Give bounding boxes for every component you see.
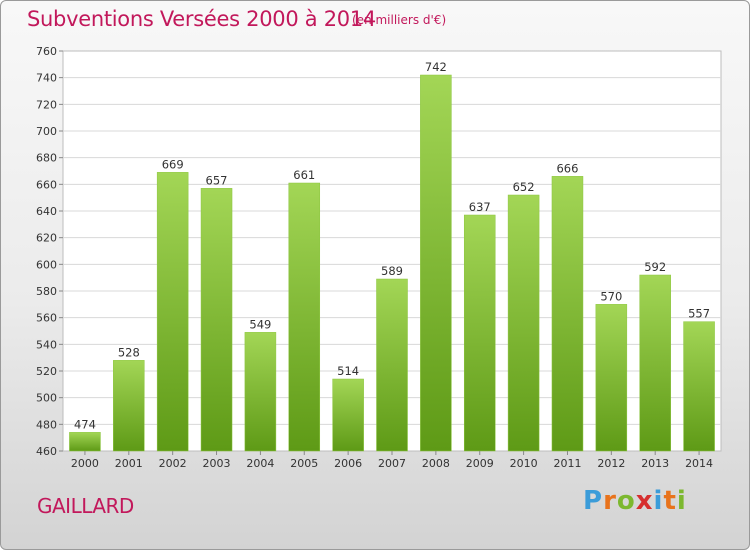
data-label: 514 bbox=[337, 364, 359, 378]
y-tick-label: 560 bbox=[36, 312, 57, 325]
bar bbox=[376, 278, 408, 452]
bar bbox=[113, 360, 145, 452]
y-tick-label: 480 bbox=[36, 418, 57, 431]
x-tick-label: 2010 bbox=[510, 457, 538, 470]
data-labels: 474 528 669 657 549 661 514 589 742 637 652 666 570 5… bbox=[74, 60, 710, 431]
x-tick-label: 2003 bbox=[203, 457, 231, 470]
data-label: 549 bbox=[249, 317, 271, 331]
y-tick-label: 720 bbox=[36, 98, 57, 111]
logo-letter: t bbox=[663, 486, 677, 516]
data-label: 589 bbox=[381, 264, 403, 278]
y-tick-label: 740 bbox=[36, 72, 57, 85]
data-label: 528 bbox=[118, 345, 140, 359]
data-label: 666 bbox=[556, 161, 578, 175]
y-tick-label: 540 bbox=[36, 338, 57, 351]
x-tick-label: 2014 bbox=[685, 457, 713, 470]
bar bbox=[69, 432, 101, 452]
y-tick-label: 620 bbox=[36, 232, 57, 245]
bar bbox=[463, 214, 496, 452]
bar bbox=[551, 176, 584, 452]
bar bbox=[595, 304, 628, 452]
y-tick-label: 580 bbox=[36, 285, 57, 298]
data-label: 557 bbox=[688, 307, 710, 321]
bar bbox=[244, 332, 277, 452]
bar bbox=[507, 194, 540, 452]
y-tick-label: 600 bbox=[36, 258, 57, 271]
x-tick-label: 2007 bbox=[378, 457, 406, 470]
x-tick-label: 2011 bbox=[553, 457, 581, 470]
bar bbox=[639, 274, 671, 452]
bar bbox=[420, 74, 452, 452]
data-label: 742 bbox=[425, 60, 447, 74]
chart-title: Subventions Versées 2000 à 2014 bbox=[27, 7, 376, 31]
chart-subtitle: (en milliers d'€) bbox=[352, 13, 447, 27]
x-tick-label: 2013 bbox=[641, 457, 669, 470]
bar bbox=[683, 321, 715, 452]
x-tick-label: 2002 bbox=[159, 457, 187, 470]
data-label: 592 bbox=[644, 260, 666, 274]
data-label: 570 bbox=[600, 289, 622, 303]
x-tick-label: 2000 bbox=[71, 457, 99, 470]
data-label: 652 bbox=[513, 180, 535, 194]
data-label: 661 bbox=[293, 168, 315, 182]
bar bbox=[156, 172, 189, 452]
logo-letter: o bbox=[616, 486, 636, 516]
y-tick-label: 680 bbox=[36, 152, 57, 165]
y-tick-label: 760 bbox=[36, 45, 57, 58]
proxiti-logo: Proxiti bbox=[583, 486, 687, 516]
data-label: 474 bbox=[74, 417, 96, 431]
data-label: 637 bbox=[469, 200, 491, 214]
bar bbox=[332, 378, 364, 452]
y-tick-label: 660 bbox=[36, 178, 57, 191]
y-tick-label: 700 bbox=[36, 125, 57, 138]
y-tick-label: 520 bbox=[36, 365, 57, 378]
x-tick-label: 2005 bbox=[290, 457, 318, 470]
logo-letter: P bbox=[583, 486, 604, 516]
bar bbox=[200, 188, 233, 452]
city-name: GAILLARD bbox=[37, 494, 134, 518]
bars bbox=[69, 74, 715, 452]
data-label: 657 bbox=[206, 173, 228, 187]
x-tick-label: 2012 bbox=[597, 457, 625, 470]
x-tick-label: 2004 bbox=[246, 457, 274, 470]
logo-letter: r bbox=[603, 486, 617, 516]
data-label: 669 bbox=[162, 157, 184, 171]
y-axis-ticks: 460 480 500 520 540 560 580 600 620 640 660 680 700 7… bbox=[36, 45, 63, 458]
logo-letter: i bbox=[676, 486, 687, 516]
x-tick-label: 2006 bbox=[334, 457, 362, 470]
x-tick-label: 2009 bbox=[466, 457, 494, 470]
logo-letter: i bbox=[653, 486, 664, 516]
x-axis-ticks: 2000 2001 2002 2003 2004 2005 2006 2007 2008 2009… bbox=[71, 451, 713, 470]
x-tick-label: 2001 bbox=[115, 457, 143, 470]
bar bbox=[288, 182, 321, 452]
y-tick-label: 460 bbox=[36, 445, 57, 458]
logo-letter: x bbox=[635, 486, 654, 516]
x-tick-label: 2008 bbox=[422, 457, 450, 470]
y-tick-label: 640 bbox=[36, 205, 57, 218]
y-tick-label: 500 bbox=[36, 392, 57, 405]
